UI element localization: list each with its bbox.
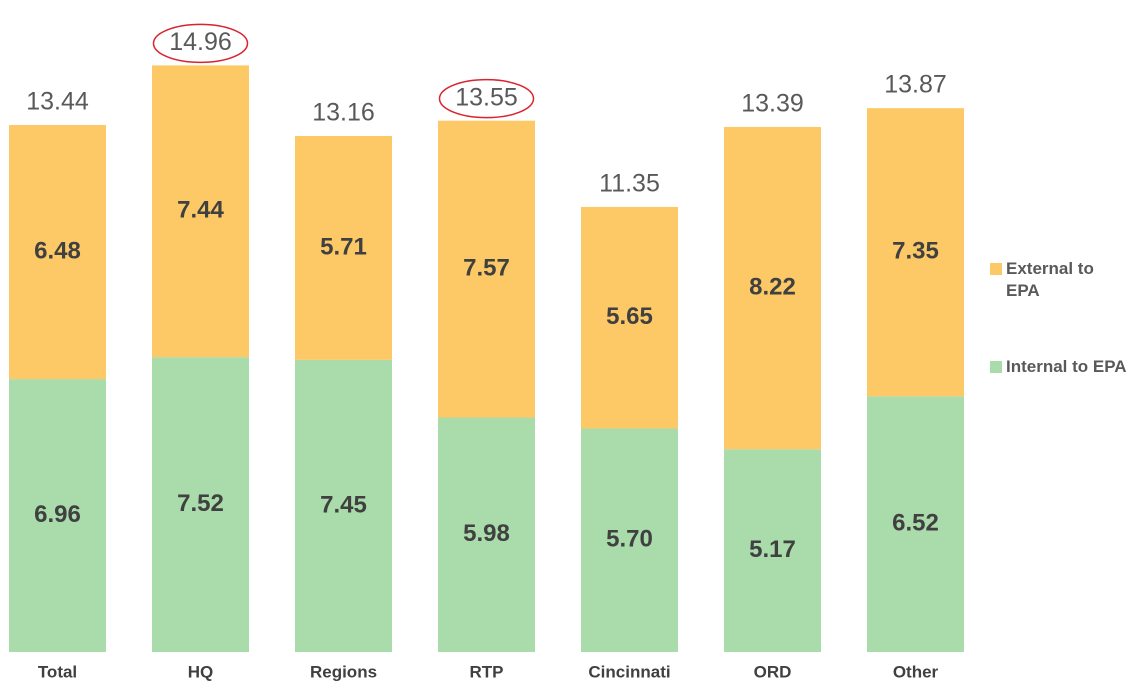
bar-segment [9,379,106,652]
bar-segment [867,396,964,652]
value-label: 6.96 [34,501,81,528]
x-tick-label: HQ [188,662,214,681]
legend-swatch [990,361,1002,373]
highlight-circle [438,78,535,119]
highlight-circle [152,23,249,64]
value-label: 8.22 [749,273,796,300]
value-label: 7.44 [177,197,224,224]
bar-segment [295,359,392,652]
value-label: 7.35 [892,238,939,265]
value-label: 5.70 [606,526,653,553]
value-label: 5.17 [749,536,796,563]
value-label: 5.98 [463,520,510,547]
value-label: 7.57 [463,254,510,281]
bar-segment [867,108,964,397]
total-label: 13.87 [884,71,947,99]
total-label: 13.16 [312,99,375,127]
x-tick-label: Other [893,662,939,681]
bar-segment [152,65,249,358]
bar-segment [438,120,535,418]
legend-item: Internal to EPA [990,356,1130,378]
legend-swatch [990,263,1002,275]
legend-label: Internal to EPA [1006,357,1127,376]
total-label: 14.96 [169,28,232,56]
bar-segment [581,428,678,652]
total-label: 13.55 [455,83,518,111]
x-tick-label: Total [38,662,77,681]
total-label: 11.35 [599,170,660,198]
bar-segment [724,126,821,450]
bar-segment [152,357,249,652]
bar-segment [581,206,678,429]
bar-segment [9,124,106,380]
x-tick-label: RTP [470,662,504,681]
legend-item: External to EPA [990,258,1130,302]
value-label: 6.52 [892,510,939,537]
value-label: 6.48 [34,237,81,264]
legend-label: External to EPA [1006,259,1094,300]
bar-segment [438,417,535,652]
x-tick-label: ORD [754,662,792,681]
value-label: 7.52 [177,490,224,517]
value-label: 5.65 [606,303,653,330]
value-label: 7.45 [320,491,367,518]
x-tick-label: Regions [310,662,377,681]
bar-segment [295,135,392,360]
x-tick-label: Cincinnati [588,662,670,681]
bar-segment [724,449,821,652]
total-label: 13.39 [741,90,804,118]
total-label: 13.44 [26,88,89,116]
value-label: 5.71 [320,233,367,260]
